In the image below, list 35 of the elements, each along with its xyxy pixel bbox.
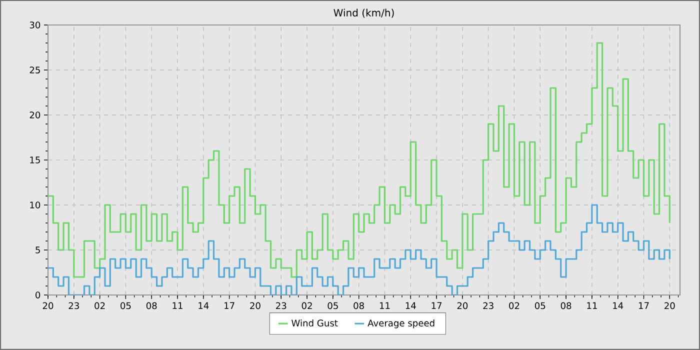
legend-label: Average speed — [368, 319, 434, 328]
chart-title: Wind (km/h) — [334, 8, 394, 18]
x-tick-label: 02 — [302, 302, 312, 310]
x-tick-label: 08 — [560, 302, 572, 310]
x-tick-label: 14 — [198, 302, 209, 309]
x-tick-label: 02 — [509, 302, 520, 310]
x-tick-label: 08 — [146, 302, 157, 310]
y-tick-label: 15 — [30, 156, 40, 164]
x-tick-label: 08 — [354, 302, 364, 310]
x-tick-label: 20 — [42, 302, 54, 310]
x-tick-label: 11 — [172, 302, 182, 309]
x-tick-label: 11 — [380, 302, 390, 309]
x-tick-label: 17 — [432, 302, 442, 309]
x-tick-label: 11 — [587, 302, 597, 309]
x-tick-label: 05 — [120, 302, 131, 310]
x-tick-label: 23 — [483, 302, 494, 310]
y-tick-label: 20 — [30, 112, 40, 118]
legend-label: Wind Gust — [292, 319, 338, 326]
x-tick-label: 05 — [328, 302, 338, 310]
x-tick-label: 14 — [613, 302, 624, 309]
x-tick-label: 02 — [94, 302, 105, 310]
y-tick-label: 30 — [30, 22, 40, 28]
x-tick-label: 23 — [276, 302, 286, 310]
y-tick-label: 25 — [30, 66, 40, 74]
x-tick-label: 20 — [250, 302, 260, 310]
x-tick-label: 17 — [638, 302, 649, 309]
x-tick-label: 17 — [224, 302, 234, 309]
x-tick-label: 14 — [406, 302, 416, 309]
x-tick-label: 05 — [534, 302, 546, 310]
y-tick-label: 10 — [30, 202, 40, 208]
x-tick-label: 23 — [68, 302, 79, 310]
x-tick-label: 20 — [664, 302, 675, 310]
y-tick-label: 5 — [36, 246, 40, 254]
x-tick-label: 20 — [457, 302, 468, 310]
y-tick-label: 0 — [36, 292, 40, 298]
